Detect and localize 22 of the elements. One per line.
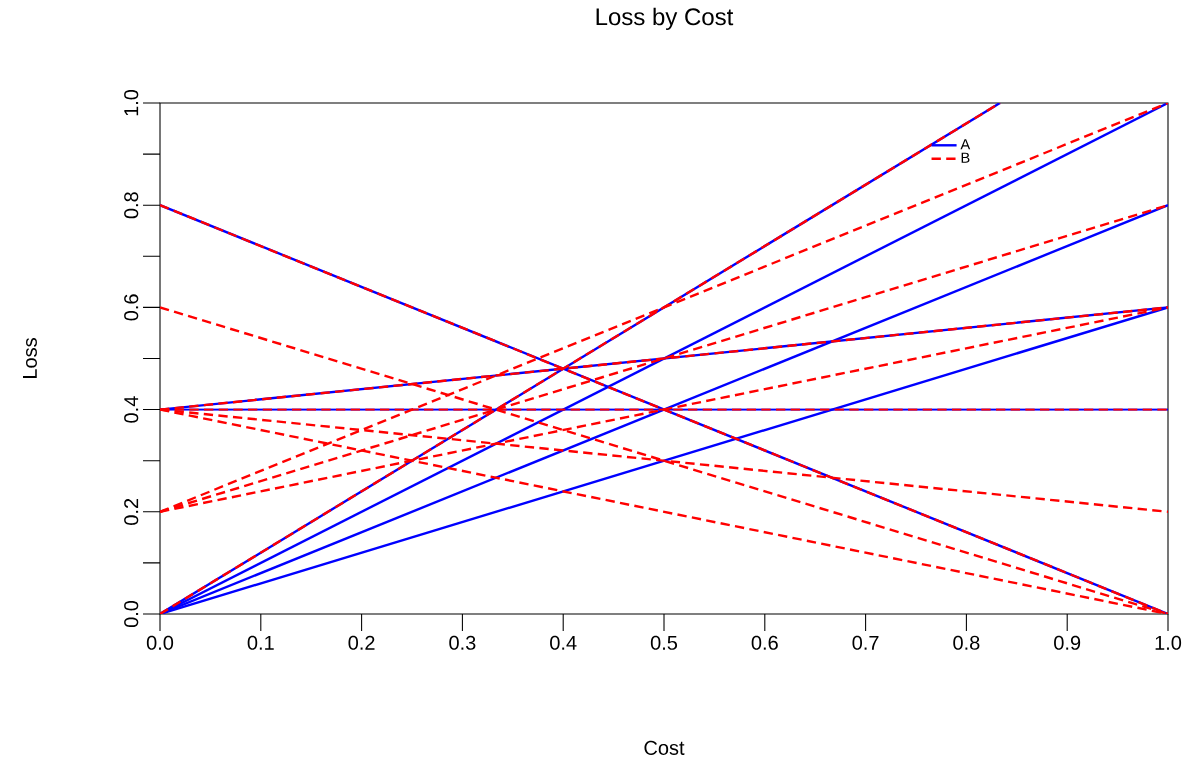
y-axis-title: Loss	[23, 338, 37, 378]
x-tick-label: 0.9	[1054, 635, 1081, 650]
x-tick-label: 0.2	[348, 635, 375, 650]
x-tick-label: 0.8	[953, 635, 980, 650]
x-tick-label: 0.6	[751, 635, 778, 650]
x-tick-label: 0.5	[650, 635, 678, 650]
y-tick-label: 1.0	[124, 89, 139, 116]
x-axis-title: Cost	[644, 740, 685, 755]
y-tick-label: 0.0	[124, 600, 139, 628]
x-tick-label: 1.0	[1155, 635, 1182, 650]
x-tick-label: 0.7	[852, 635, 879, 650]
y-tick-label: 0.6	[124, 294, 139, 321]
x-tick-label: 0.3	[449, 635, 476, 650]
x-tick-label: 0.4	[550, 635, 577, 650]
x-tick-label: 0.1	[247, 635, 274, 650]
y-tick-label: 0.8	[124, 192, 139, 219]
y-tick-label: 0.4	[124, 396, 139, 423]
legend-label: A	[960, 139, 971, 150]
x-tick-label: 0.0	[146, 635, 174, 650]
y-tick-label: 0.2	[124, 498, 139, 525]
chart-title: Loss by Cost	[596, 7, 734, 31]
legend-label: B	[961, 152, 970, 163]
